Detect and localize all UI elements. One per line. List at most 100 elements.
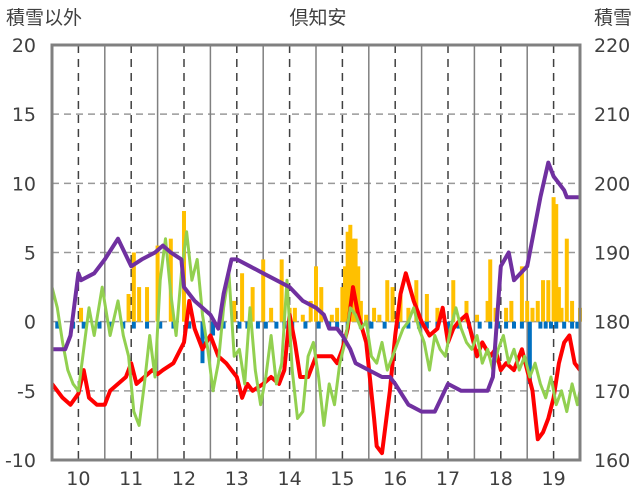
bar <box>477 321 482 329</box>
bar <box>519 321 524 329</box>
bar <box>137 287 142 322</box>
bar <box>131 252 136 322</box>
bar <box>546 280 551 322</box>
x-tick: 16 <box>383 468 407 490</box>
bar <box>538 321 543 329</box>
x-tick: 15 <box>330 468 354 490</box>
bar <box>79 307 84 322</box>
bar <box>369 321 374 329</box>
y-tick-left: 5 <box>24 243 36 265</box>
bar <box>519 266 524 322</box>
bar <box>446 321 450 329</box>
bar <box>512 321 516 329</box>
y-tick-left: -10 <box>5 450 36 472</box>
bar <box>372 307 377 322</box>
bar <box>263 321 268 329</box>
bar <box>570 300 575 322</box>
bar <box>308 300 313 322</box>
bar <box>541 280 546 322</box>
bar <box>548 321 553 329</box>
bar <box>562 321 567 329</box>
bar <box>255 321 260 329</box>
bar <box>353 238 358 322</box>
plot-frame <box>50 43 582 462</box>
bar <box>464 300 469 322</box>
bar <box>187 321 192 329</box>
bar <box>250 287 255 322</box>
bar <box>488 259 493 322</box>
y-tick-left: 0 <box>24 312 36 334</box>
left-axis-label: 積雪以外 <box>6 7 82 29</box>
bar <box>564 238 569 322</box>
bar <box>414 280 419 322</box>
y-tick-right: 220 <box>594 35 630 57</box>
y-tick-right: 190 <box>594 243 630 265</box>
bar <box>211 321 216 336</box>
bar <box>335 321 340 329</box>
bar <box>200 321 205 364</box>
bar <box>485 300 490 322</box>
bar <box>535 300 540 322</box>
bar <box>406 321 411 329</box>
ticks-layer: 20 15 10 5 0 -5 -10 220 210 200 190 180 170 160 10 11 12… <box>5 35 630 490</box>
y-tick-right: 200 <box>594 173 630 195</box>
bar <box>527 321 532 384</box>
bar <box>475 314 480 322</box>
bar <box>269 307 274 322</box>
bar <box>525 300 530 322</box>
bar <box>356 266 361 322</box>
bar <box>377 314 382 322</box>
bar <box>300 314 305 322</box>
bar <box>240 273 245 322</box>
y-tick-right: 170 <box>594 381 630 403</box>
bar <box>358 300 363 322</box>
bar <box>145 287 150 322</box>
series-line-1 <box>50 271 582 456</box>
bar <box>570 321 575 329</box>
series-line-3 <box>52 160 580 414</box>
bar <box>343 266 348 322</box>
bar <box>348 224 353 322</box>
x-tick: 11 <box>119 468 143 490</box>
bar <box>575 321 580 329</box>
bar <box>232 300 237 322</box>
bar <box>131 321 136 329</box>
bar <box>424 321 429 329</box>
x-tick: 13 <box>225 468 249 490</box>
bar <box>55 321 60 329</box>
x-tick: 12 <box>172 468 196 490</box>
bar <box>406 307 411 322</box>
bar <box>121 321 126 329</box>
bar <box>488 321 493 329</box>
bar <box>350 238 355 322</box>
bar <box>556 287 561 322</box>
bar <box>237 321 242 329</box>
bar <box>97 321 102 329</box>
bar <box>551 197 556 322</box>
x-tick: 17 <box>436 468 460 490</box>
bar <box>509 300 514 322</box>
bar <box>335 307 340 322</box>
bar <box>279 259 284 322</box>
bar <box>303 321 308 329</box>
bar <box>390 287 395 322</box>
bar <box>292 307 297 322</box>
lines-layer <box>50 160 582 456</box>
bar <box>145 321 150 329</box>
y-tick-left: -5 <box>17 381 36 403</box>
bar <box>81 321 86 329</box>
bar <box>543 321 548 329</box>
bar <box>456 321 461 329</box>
y-tick-right: 210 <box>594 104 630 126</box>
bar <box>559 307 564 322</box>
y-tick-right: 180 <box>594 312 630 334</box>
bar <box>554 204 559 322</box>
x-tick: 14 <box>278 468 302 490</box>
bar <box>126 294 131 322</box>
bar <box>340 287 345 322</box>
bar <box>435 307 440 322</box>
bar <box>314 266 318 322</box>
y-tick-left: 10 <box>12 173 36 195</box>
bar <box>319 287 324 322</box>
